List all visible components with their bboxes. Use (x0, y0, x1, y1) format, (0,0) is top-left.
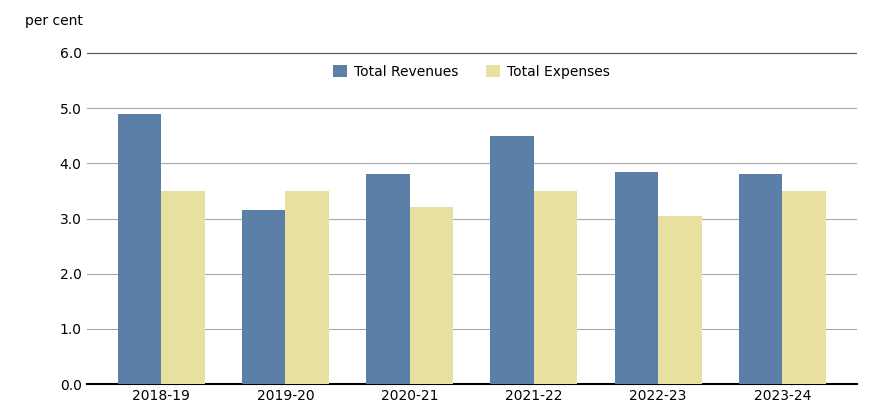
Bar (534, 191, 577, 384)
Legend: Total Revenues, Total Expenses: Total Revenues, Total Expenses (328, 59, 616, 84)
Bar (410, 207, 453, 384)
Bar (285, 191, 329, 384)
Bar (615, 172, 658, 384)
Bar (658, 216, 702, 384)
Bar (490, 136, 534, 384)
Bar (739, 174, 782, 384)
Bar (242, 210, 285, 384)
Bar (161, 191, 205, 384)
Bar (118, 114, 161, 384)
Bar (782, 191, 826, 384)
Text: per cent: per cent (25, 14, 83, 28)
Bar (366, 174, 410, 384)
